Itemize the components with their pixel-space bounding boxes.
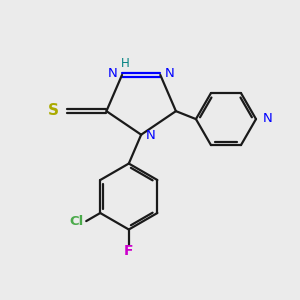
- Text: Cl: Cl: [70, 215, 84, 228]
- Text: N: N: [146, 129, 155, 142]
- Text: F: F: [124, 244, 134, 258]
- Text: N: N: [165, 67, 175, 80]
- Text: S: S: [48, 103, 59, 118]
- Text: N: N: [262, 112, 272, 125]
- Text: N: N: [108, 67, 118, 80]
- Text: H: H: [121, 57, 129, 70]
